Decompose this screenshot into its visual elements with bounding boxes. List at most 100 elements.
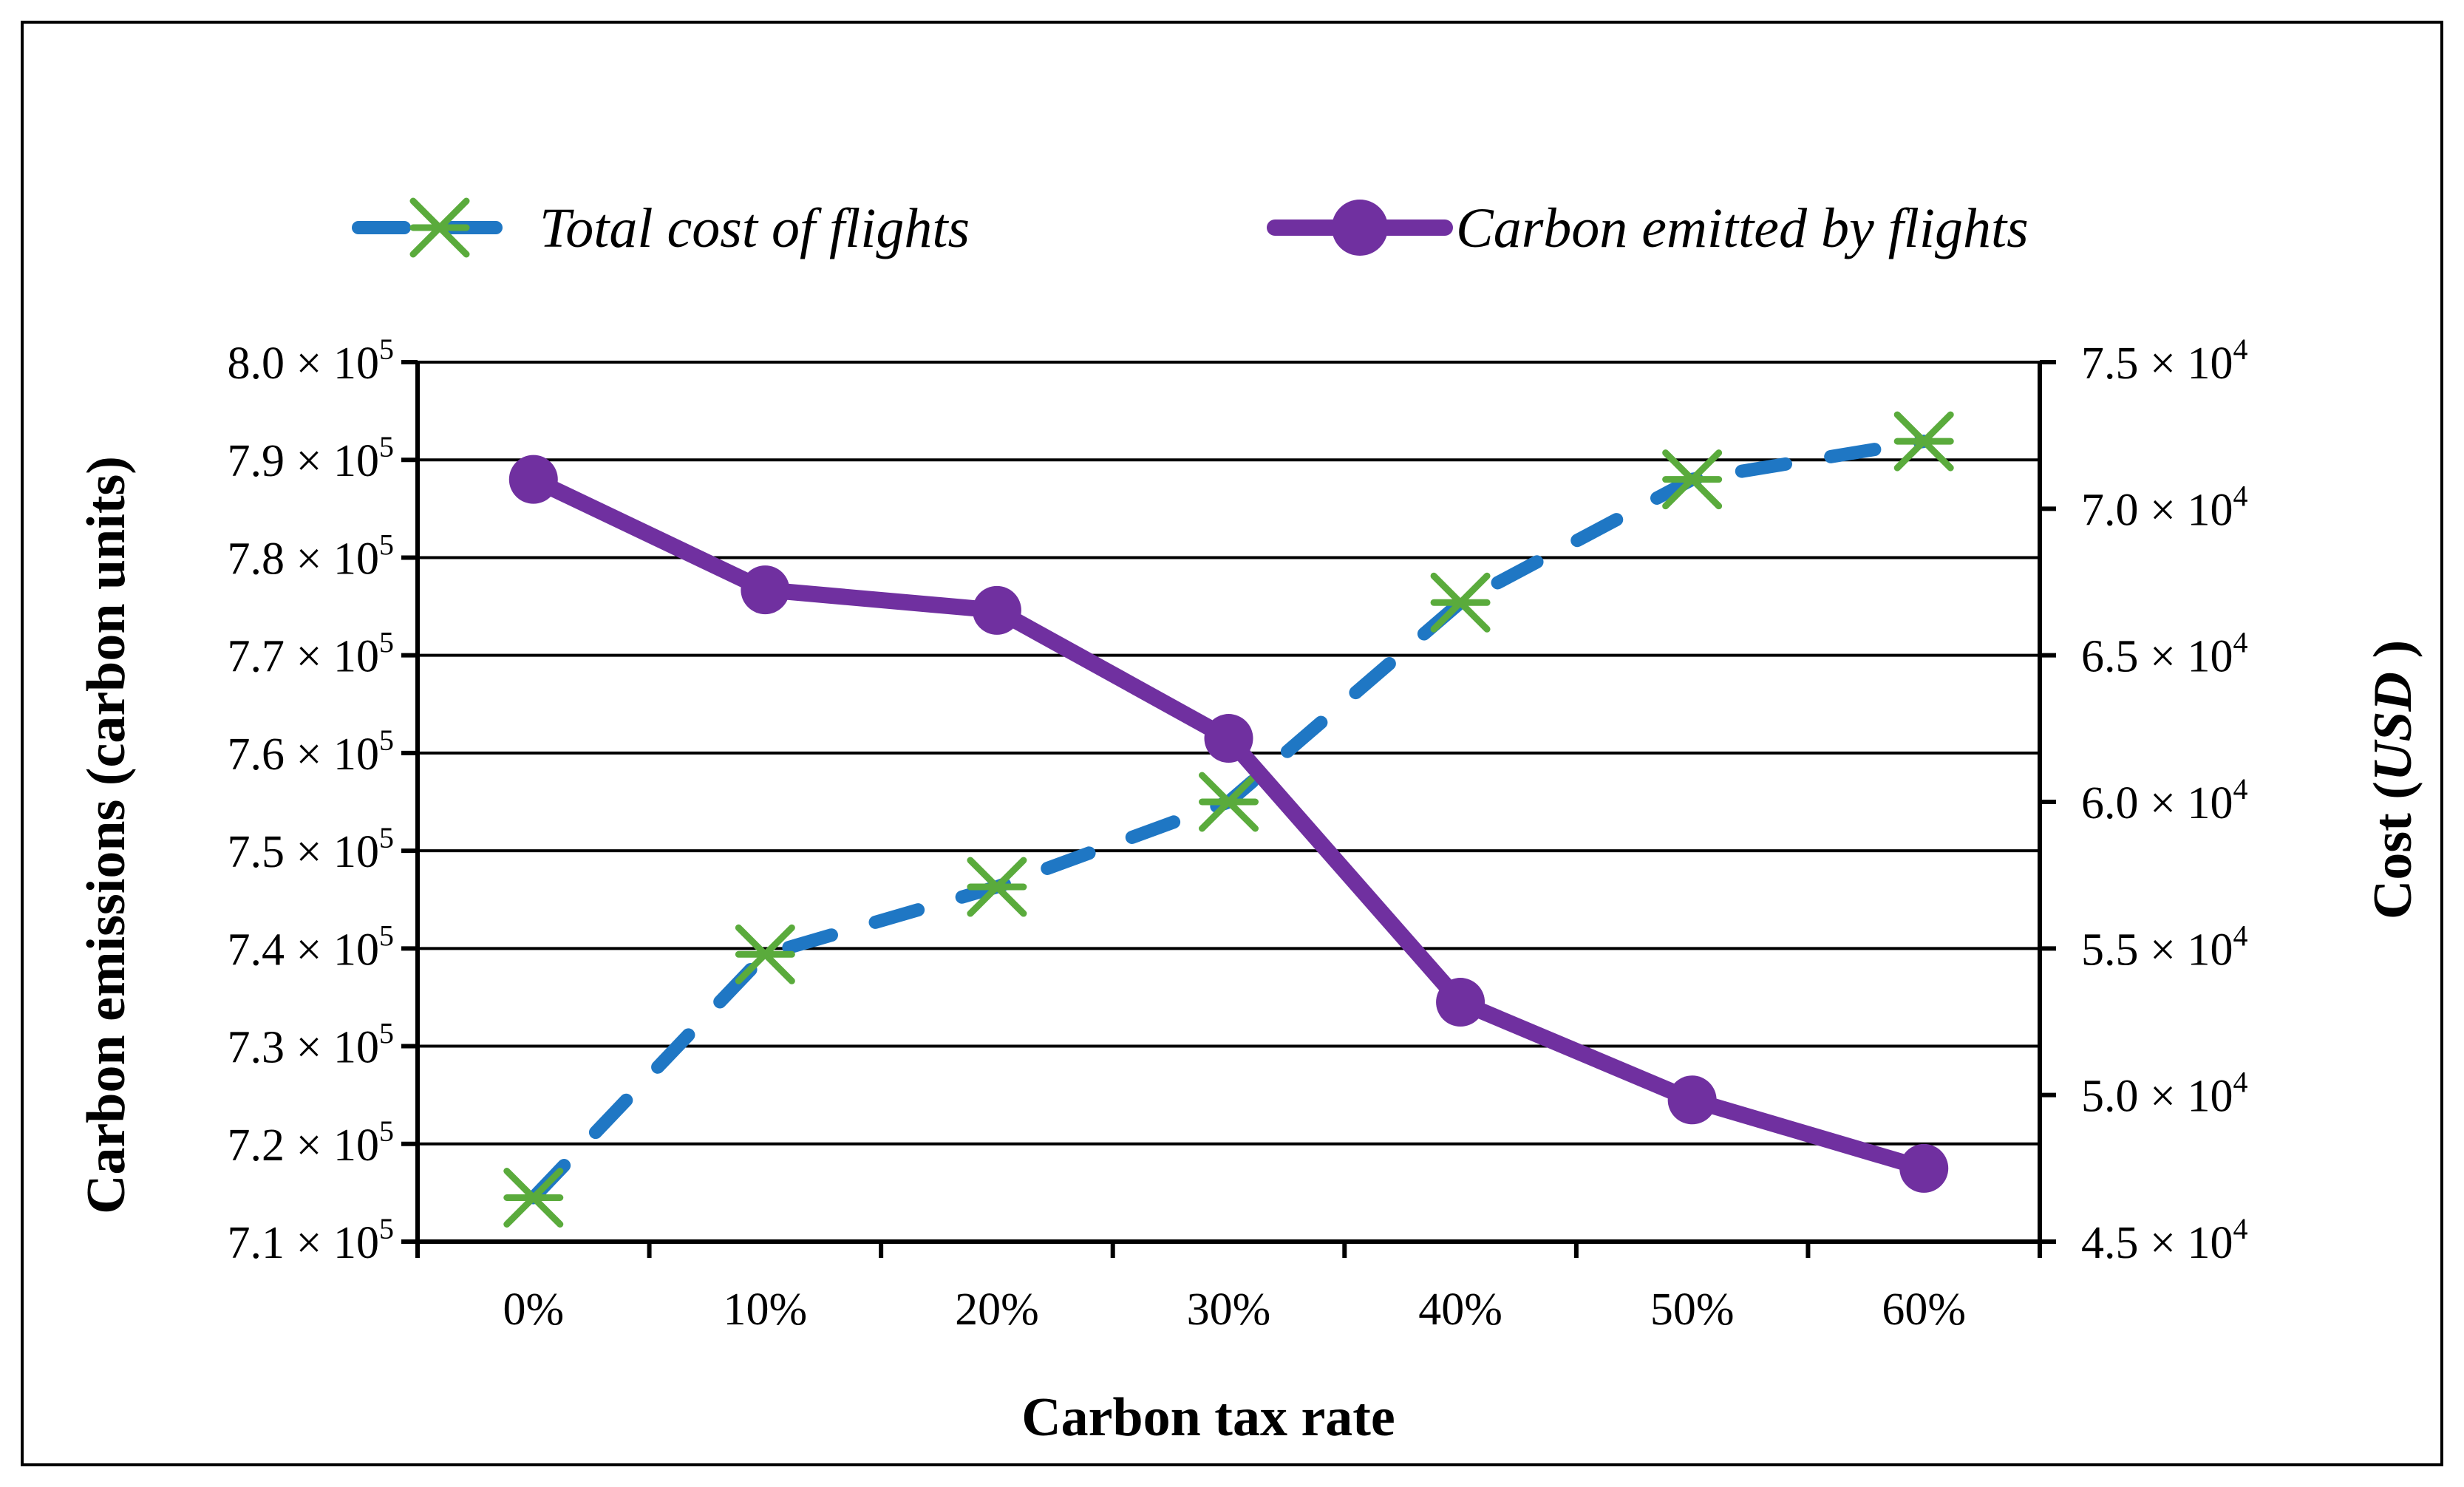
y-left-tick-base: × 10 bbox=[285, 827, 379, 877]
y-right-tick-mantissa: 5.0 bbox=[2081, 1072, 2139, 1122]
y-right-tick-base: × 10 bbox=[2139, 485, 2233, 535]
y-right-tick-base: × 10 bbox=[2139, 1072, 2233, 1122]
y-right-tick-label: 5.5 × 104 bbox=[2081, 919, 2247, 975]
y-right-tick-label: 7.0 × 104 bbox=[2081, 479, 2247, 535]
y-right-tick-base: × 10 bbox=[2139, 925, 2233, 975]
legend-carbon-marker bbox=[1332, 200, 1388, 256]
y-left-tick-mantissa: 8.0 bbox=[228, 338, 285, 389]
y-left-tick-label: 7.8 × 105 bbox=[228, 528, 394, 584]
y-right-tick-base: × 10 bbox=[2139, 338, 2233, 389]
y-right-tick-mantissa: 4.5 bbox=[2081, 1218, 2139, 1268]
y-left-tick-label: 7.5 × 105 bbox=[228, 821, 394, 877]
x-tick-label: 50% bbox=[1650, 1284, 1735, 1335]
y-right-tick-exponent: 4 bbox=[2233, 626, 2247, 659]
y-right-tick-exponent: 4 bbox=[2233, 1066, 2247, 1099]
x-tick-label: 40% bbox=[1418, 1284, 1502, 1335]
y-left-tick-exponent: 5 bbox=[379, 333, 394, 366]
series-carbon-point bbox=[972, 585, 1021, 635]
y-left-tick-exponent: 5 bbox=[379, 1115, 394, 1148]
y-left-tick-mantissa: 7.1 bbox=[228, 1218, 285, 1268]
y-right-tick-exponent: 4 bbox=[2233, 1212, 2247, 1245]
y-left-tick-base: × 10 bbox=[285, 338, 379, 389]
y-axis-right-title-prefix: Cost ( bbox=[2363, 781, 2423, 919]
y-right-tick-mantissa: 7.5 bbox=[2081, 338, 2139, 389]
y-left-tick-exponent: 5 bbox=[379, 430, 394, 463]
y-right-tick-label: 4.5 × 104 bbox=[2081, 1212, 2247, 1268]
series-carbon-point bbox=[741, 565, 790, 615]
series-cost-point bbox=[1893, 411, 1954, 472]
y-left-tick-base: × 10 bbox=[285, 632, 379, 682]
y-left-tick-exponent: 5 bbox=[379, 821, 394, 854]
series-cost-point bbox=[1199, 772, 1259, 832]
y-left-tick-base: × 10 bbox=[285, 1218, 379, 1268]
series-carbon-point bbox=[1667, 1075, 1717, 1125]
y-left-tick-mantissa: 7.8 bbox=[228, 534, 285, 584]
y-right-tick-label: 5.0 × 104 bbox=[2081, 1066, 2247, 1122]
x-tick-label: 60% bbox=[1882, 1284, 1966, 1335]
legend: Total cost of flights Carbon emitted by f… bbox=[352, 197, 2029, 259]
y-right-tick-exponent: 4 bbox=[2233, 772, 2247, 806]
y-left-tick-label: 7.6 × 105 bbox=[228, 724, 394, 780]
x-tick-label: 0% bbox=[503, 1284, 564, 1335]
y-left-tick-label: 7.3 × 105 bbox=[228, 1017, 394, 1073]
y-right-tick-mantissa: 7.0 bbox=[2081, 485, 2139, 535]
series-layer bbox=[503, 411, 1954, 1228]
y-right-tick-base: × 10 bbox=[2139, 1218, 2233, 1268]
x-axis-title: Carbon tax rate bbox=[1021, 1387, 1395, 1448]
y-left-tick-mantissa: 7.4 bbox=[228, 925, 285, 975]
y-right-tick-exponent: 4 bbox=[2233, 479, 2247, 512]
x-tick-label: 30% bbox=[1187, 1284, 1271, 1335]
y-left-tick-exponent: 5 bbox=[379, 626, 394, 659]
y-axis-right-title-suffix: ) bbox=[2363, 640, 2423, 672]
y-right-tick-base: × 10 bbox=[2139, 778, 2233, 828]
series-carbon-point bbox=[508, 455, 558, 504]
y-left-tick-exponent: 5 bbox=[379, 1017, 394, 1050]
y-right-tick-exponent: 4 bbox=[2233, 919, 2247, 952]
series-carbon-point bbox=[1899, 1143, 1949, 1193]
series-carbon-point bbox=[1436, 978, 1485, 1027]
legend-cost-marker bbox=[409, 197, 470, 258]
legend-carbon-label: Carbon emitted by flights bbox=[1456, 197, 2029, 259]
series-cost-point bbox=[735, 924, 795, 984]
y-left-tick-base: × 10 bbox=[285, 436, 379, 486]
y-left-tick-label: 8.0 × 105 bbox=[228, 333, 394, 389]
y-right-tick-mantissa: 6.0 bbox=[2081, 778, 2139, 828]
y-left-tick-label: 7.4 × 105 bbox=[228, 919, 394, 975]
y-right-tick-exponent: 4 bbox=[2233, 333, 2247, 366]
grid bbox=[418, 361, 2040, 1146]
y-left-tick-mantissa: 7.7 bbox=[228, 632, 285, 682]
x-tick-label: 20% bbox=[955, 1284, 1039, 1335]
y-left-tick-exponent: 5 bbox=[379, 1212, 394, 1245]
y-right-tick-base: × 10 bbox=[2139, 632, 2233, 682]
x-tick-label: 10% bbox=[724, 1284, 808, 1335]
y-axis-right-title-unit: USD bbox=[2363, 672, 2423, 781]
y-left-tick-base: × 10 bbox=[285, 729, 379, 780]
y-left-tick-mantissa: 7.9 bbox=[228, 436, 285, 486]
y-axis-left-title: Carbon emissions (carbon units) bbox=[76, 456, 137, 1214]
y-left-tick-mantissa: 7.3 bbox=[228, 1023, 285, 1073]
series-cost-point bbox=[1430, 572, 1491, 633]
y-left-tick-exponent: 5 bbox=[379, 724, 394, 757]
y-left-tick-label: 7.1 × 105 bbox=[228, 1212, 394, 1268]
y-right-tick-mantissa: 6.5 bbox=[2081, 632, 2139, 682]
y-left-tick-base: × 10 bbox=[285, 534, 379, 584]
y-right-tick-label: 6.5 × 104 bbox=[2081, 626, 2247, 682]
y-left-tick-exponent: 5 bbox=[379, 919, 394, 952]
y-right-tick-mantissa: 5.5 bbox=[2081, 925, 2139, 975]
y-left-tick-base: × 10 bbox=[285, 925, 379, 975]
y-axis-right-title: Cost (USD ) bbox=[2363, 640, 2423, 919]
y-left-tick-mantissa: 7.5 bbox=[228, 827, 285, 877]
series-cost-point bbox=[1662, 449, 1723, 510]
y-left-tick-exponent: 5 bbox=[379, 528, 394, 561]
y-left-tick-label: 7.9 × 105 bbox=[228, 430, 394, 486]
y-right-tick-label: 6.0 × 104 bbox=[2081, 772, 2247, 828]
y-right-tick-label: 7.5 × 104 bbox=[2081, 333, 2247, 389]
series-cost-point bbox=[503, 1168, 564, 1228]
y-left-tick-base: × 10 bbox=[285, 1120, 379, 1171]
y-left-tick-base: × 10 bbox=[285, 1023, 379, 1073]
y-left-tick-label: 7.2 × 105 bbox=[228, 1115, 394, 1171]
series-carbon-point bbox=[1204, 714, 1253, 763]
y-left-tick-mantissa: 7.6 bbox=[228, 729, 285, 780]
